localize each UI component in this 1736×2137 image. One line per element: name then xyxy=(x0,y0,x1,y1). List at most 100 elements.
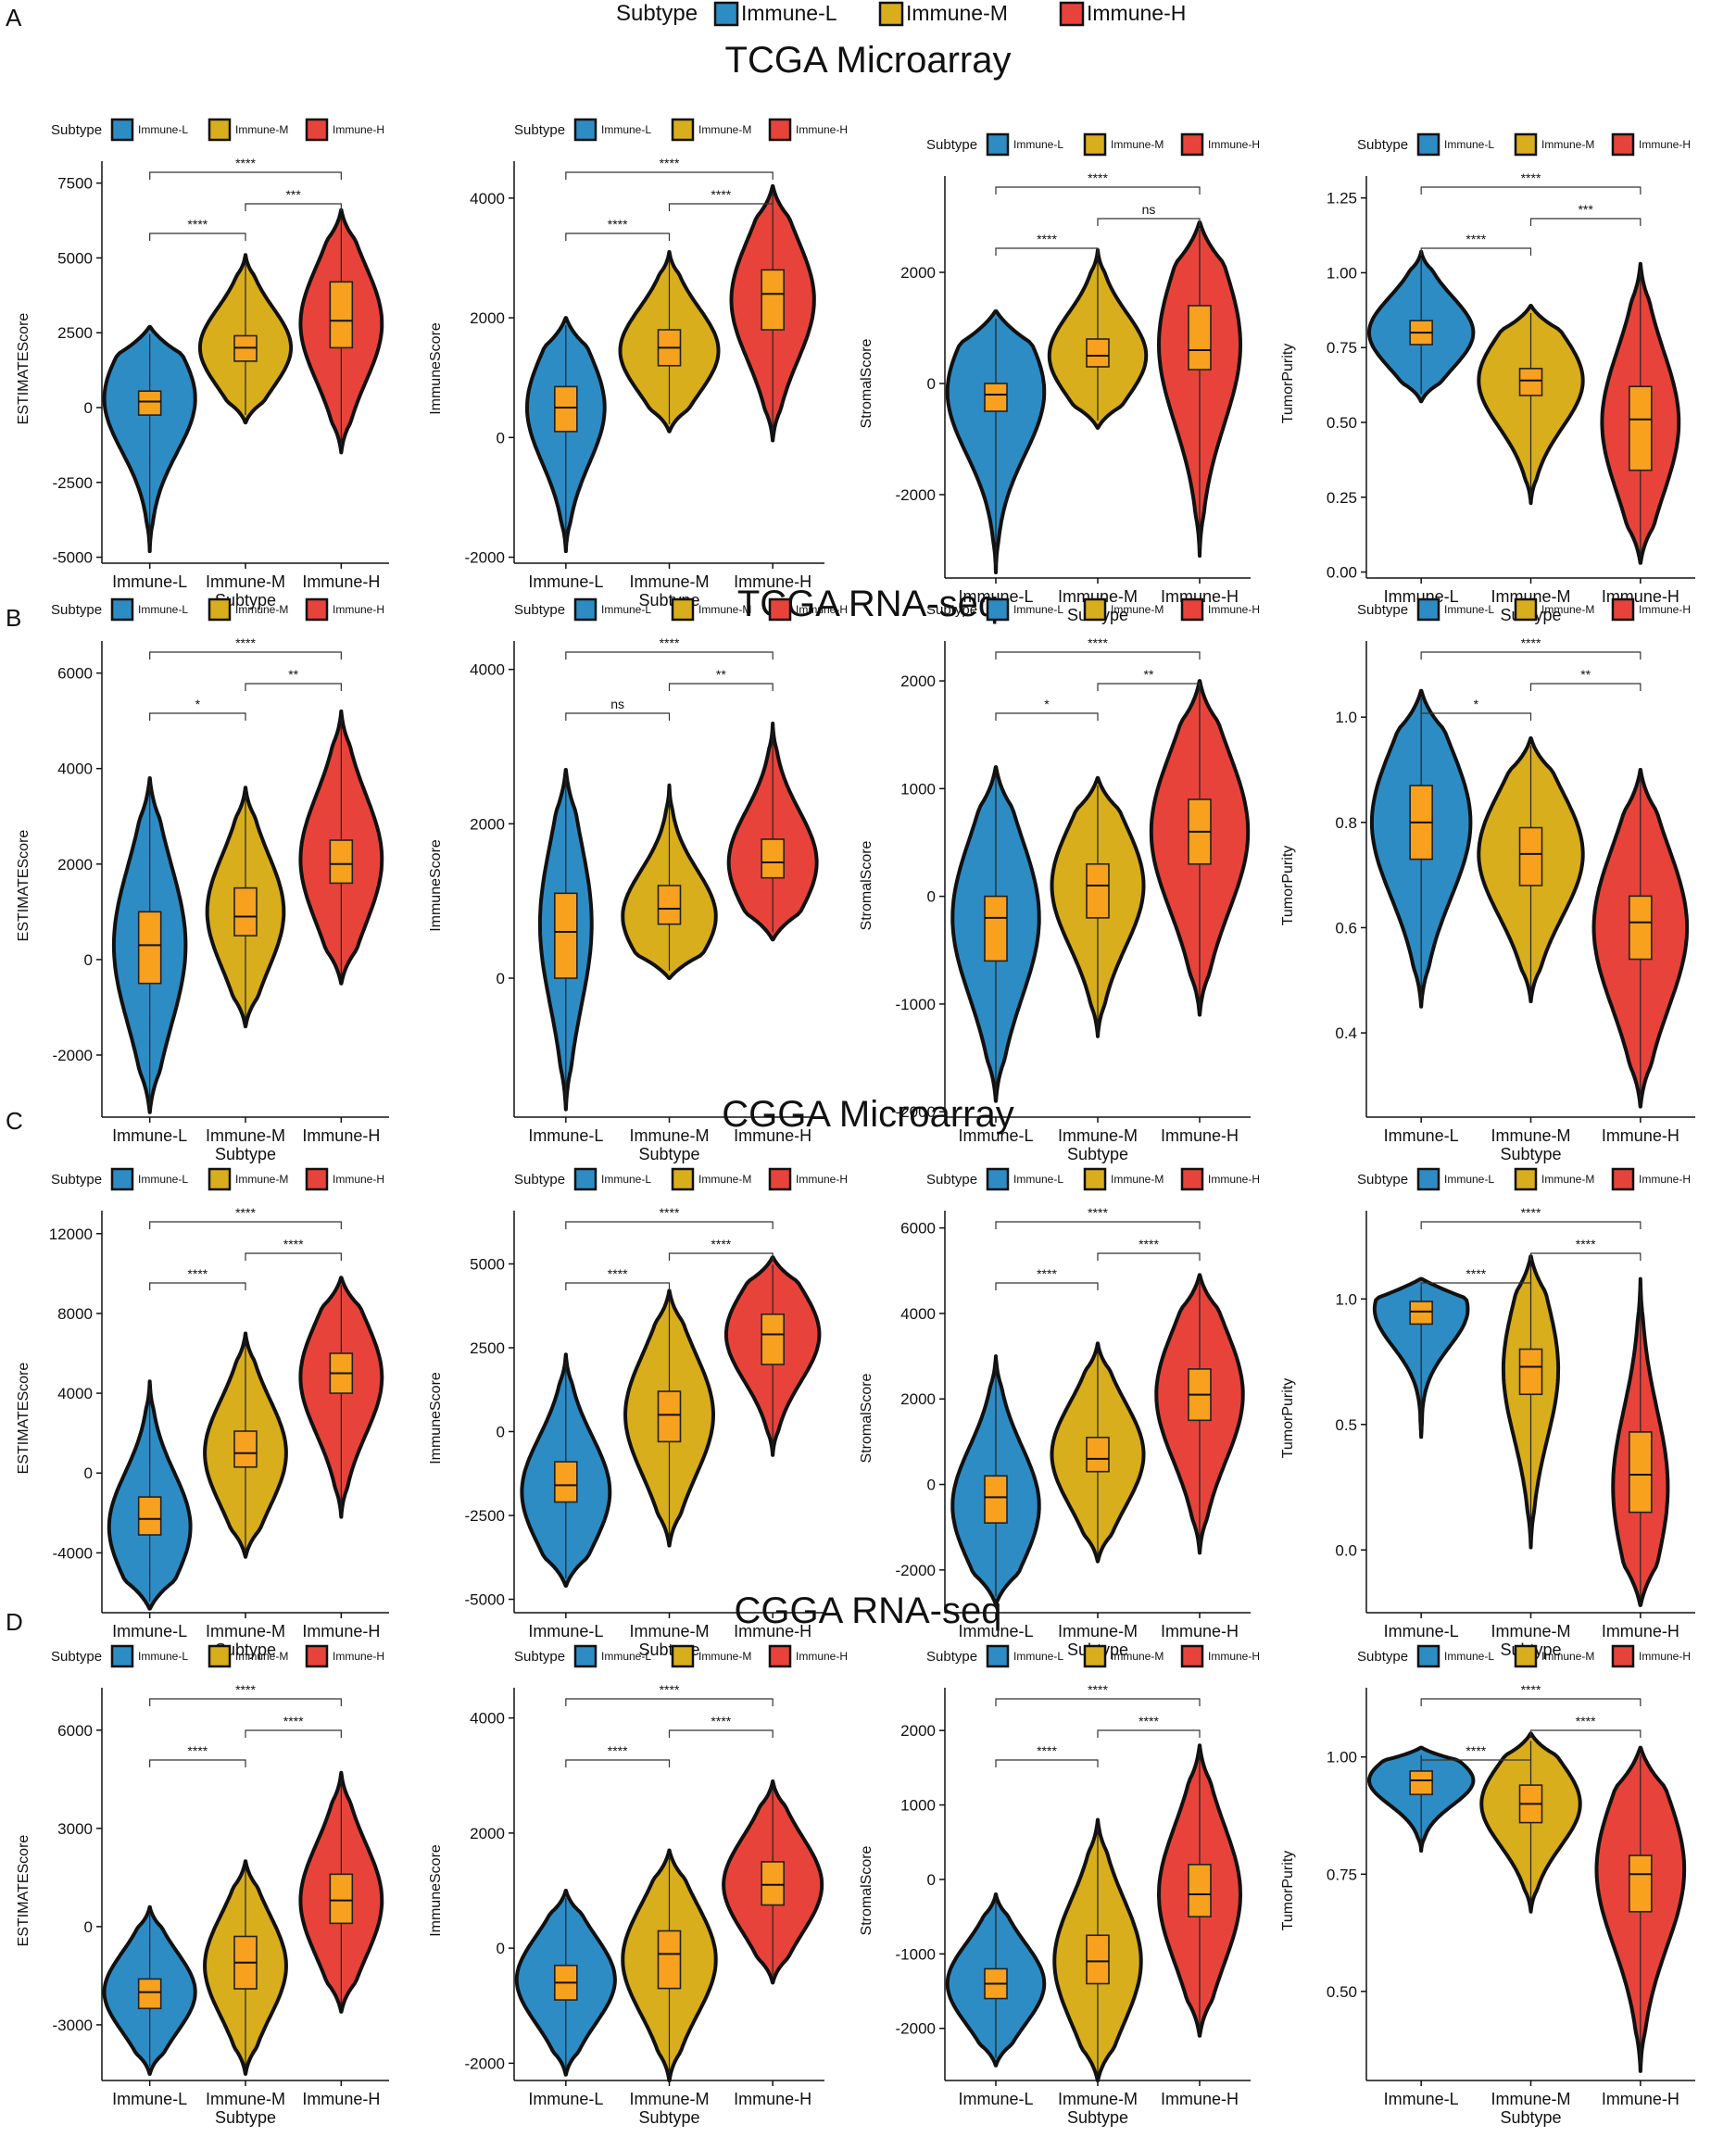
panel-legend: Subtype Immune-L Immune-M Immune-H xyxy=(926,1167,1260,1191)
legend-key-immune-h xyxy=(1611,1167,1635,1191)
violin-immune-m xyxy=(621,1848,718,2082)
legend-label-immune-l: Immune-L xyxy=(138,1173,188,1186)
violin-immune-m xyxy=(203,1859,288,2076)
significance-bracket-1: ns xyxy=(565,697,671,721)
bracket-line xyxy=(1420,651,1642,660)
significance-label: **** xyxy=(1037,1743,1057,1758)
significance-label: **** xyxy=(660,156,680,170)
bracket-line xyxy=(1097,1729,1201,1738)
violin-immune-h xyxy=(1154,1273,1245,1555)
legend-label-immune-h: Immune-H xyxy=(796,1173,848,1186)
significance-label: ns xyxy=(610,697,624,711)
panel-legend: Subtype Immune-L Immune-M Immune-H xyxy=(51,1167,384,1191)
row-title: TCGA Microarray xyxy=(725,40,1012,81)
bracket-line xyxy=(149,1698,342,1706)
legend-key-immune-m xyxy=(671,1167,695,1191)
violin-immune-m xyxy=(1052,1817,1143,2082)
y-axis-label: TumorPurity xyxy=(1280,1851,1296,1931)
legend-key-immune-h xyxy=(1180,597,1204,622)
y-tick-label: 4000 xyxy=(470,1710,505,1728)
significance-bracket-3: **** xyxy=(149,1205,342,1229)
panel-legend-title: Subtype xyxy=(1357,602,1408,618)
legend-label-immune-m: Immune-M xyxy=(1111,1173,1164,1186)
violin-immune-l xyxy=(1369,688,1473,1009)
box-iqr xyxy=(761,838,785,879)
legend-label-immune-m: Immune-M xyxy=(698,603,751,616)
significance-bracket-1: **** xyxy=(1420,1743,1532,1767)
panel-legend-title: Subtype xyxy=(514,122,565,138)
y-tick-label: 0.50 xyxy=(1327,1983,1357,2001)
legend-label-immune-h: Immune-H xyxy=(1639,1650,1691,1663)
bracket-line xyxy=(1097,1252,1201,1261)
legend-key-immune-m xyxy=(1083,1644,1107,1668)
bracket-line xyxy=(995,1221,1201,1229)
legend-label-immune-l: Immune-L xyxy=(138,1650,188,1663)
box-iqr xyxy=(137,1978,162,2010)
legend-label-immune-l: Immune-L xyxy=(138,123,188,136)
violin-immune-m xyxy=(1477,304,1585,506)
panel-legend-title: Subtype xyxy=(51,122,102,138)
violin-immune-h xyxy=(298,709,384,986)
box-iqr xyxy=(761,269,785,331)
violin-immune-h xyxy=(729,183,816,443)
x-tick-label-immune-h: Immune-H xyxy=(734,1126,811,1145)
row-letter: B xyxy=(6,604,21,632)
y-tick-label: 0 xyxy=(497,1940,505,1957)
legend-key-immune-h xyxy=(1180,1644,1204,1668)
legend-key-immune-l xyxy=(1416,1167,1440,1191)
y-axis-label: ImmuneScore xyxy=(428,1372,444,1464)
y-tick-label: 0 xyxy=(927,888,936,906)
legend-key-immune-m xyxy=(1514,1644,1538,1668)
top-legend-key-immune-l xyxy=(713,1,739,27)
legend-label-immune-h: Immune-H xyxy=(1639,603,1691,616)
y-axis-label: TumorPurity xyxy=(1280,846,1296,926)
bracket-line xyxy=(995,712,1099,721)
y-axis-label: StromalScore xyxy=(859,338,874,428)
significance-label: ** xyxy=(288,667,298,682)
bracket-line xyxy=(245,683,342,691)
violin-immune-l xyxy=(1372,1276,1470,1439)
legend-key-immune-m xyxy=(208,1167,232,1191)
violin-immune-m xyxy=(205,786,286,1029)
box-iqr xyxy=(1629,895,1653,961)
x-tick-label-immune-m: Immune-M xyxy=(1058,1622,1138,1640)
bracket-line xyxy=(1420,247,1532,256)
significance-label: **** xyxy=(711,1714,731,1728)
panel-legend: Subtype Immune-L Immune-M Immune-H xyxy=(926,597,1260,622)
bracket-line xyxy=(1420,1282,1532,1290)
panel-legend: Subtype Immune-L Immune-M Immune-H xyxy=(514,118,848,142)
violin-immune-l xyxy=(102,324,197,554)
x-tick-label-immune-l: Immune-L xyxy=(112,2090,187,2108)
significance-bracket-2: ns xyxy=(1097,202,1201,226)
bracket-line xyxy=(1529,1729,1642,1738)
top-legend-item-immune-m: Immune-M xyxy=(878,1,1008,27)
legend-key-immune-h xyxy=(305,118,329,142)
legend-label-immune-l: Immune-L xyxy=(601,603,651,616)
bracket-line xyxy=(149,233,246,241)
legend-key-immune-m xyxy=(1083,1167,1107,1191)
box-iqr xyxy=(657,885,682,925)
bracket-line xyxy=(245,1252,342,1261)
panel-legend-title: Subtype xyxy=(51,1649,102,1665)
significance-label: **** xyxy=(1466,1743,1486,1758)
panel-legend: Subtype Immune-L Immune-M Immune-H xyxy=(51,118,384,142)
significance-label: **** xyxy=(660,1205,680,1220)
significance-label: **** xyxy=(1521,635,1541,650)
significance-bracket-2: **** xyxy=(668,1237,774,1261)
legend-key-immune-m xyxy=(671,1644,695,1668)
bracket-line xyxy=(1529,218,1642,226)
violin-immune-m xyxy=(623,1288,715,1548)
panel-legend-title: Subtype xyxy=(514,1172,565,1188)
x-axis-label: Subtype xyxy=(1067,2108,1128,2127)
significance-bracket-3: **** xyxy=(995,1682,1201,1706)
x-tick-label-immune-m: Immune-M xyxy=(1058,587,1138,606)
legend-label-immune-m: Immune-M xyxy=(1541,138,1594,151)
violin-immune-l xyxy=(950,1354,1041,1606)
legend-label-immune-h: Immune-H xyxy=(333,1650,384,1663)
y-tick-label: 2000 xyxy=(900,673,936,690)
y-tick-label: 4000 xyxy=(57,1385,93,1402)
significance-bracket-1: * xyxy=(149,697,246,721)
legend-key-immune-m xyxy=(208,597,232,622)
violin-immune-l xyxy=(107,1379,193,1611)
legend-key-immune-l xyxy=(1416,1644,1440,1668)
